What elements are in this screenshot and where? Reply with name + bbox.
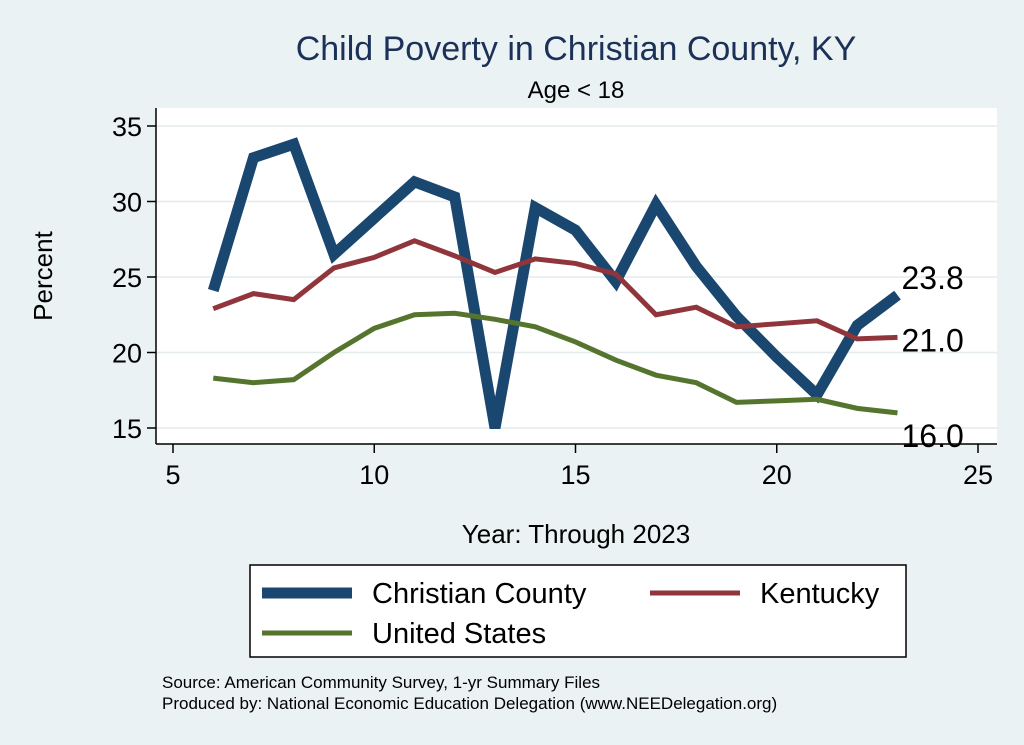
x-tick-label-5: 5 [165,460,180,490]
y-tick-label-30: 30 [112,188,142,218]
x-tick-label-15: 15 [560,460,590,490]
series-line-kentucky [212,238,898,342]
y-tick-label-25: 25 [112,263,142,293]
x-tick-label-20: 20 [762,460,792,490]
x-axis-label: Year: Through 2023 [462,519,690,549]
producer-note: Produced by: National Economic Education… [162,694,777,713]
end-label-united-states: 16.0 [902,418,964,454]
legend: Christian County Kentucky United States [249,564,907,658]
end-label-kentucky: 21.0 [902,322,964,358]
legend-box [249,564,907,658]
axes: 15 20 25 30 35 5 10 15 20 25 [112,108,997,490]
legend-label-united-states: United States [372,618,546,650]
x-tick-label-10: 10 [359,460,389,490]
series-line-christian-county [207,137,901,429]
end-value-labels: 23.8 21.0 16.0 [902,260,964,454]
x-tick-label-25: 25 [963,460,993,490]
series-lines [207,137,901,429]
chart-title: Child Poverty in Christian County, KY [296,30,857,68]
grid-lines [156,125,997,429]
legend-label-kentucky: Kentucky [760,578,880,610]
y-tick-label-20: 20 [112,339,142,369]
plot-area [156,108,997,444]
legend-label-christian-county: Christian County [372,578,587,610]
series-line-united-states [212,310,898,416]
y-tick-label-35: 35 [112,112,142,142]
y-axis-label: Percent [28,230,58,320]
end-label-christian-county: 23.8 [902,260,964,296]
y-tick-label-15: 15 [112,414,142,444]
source-note: Source: American Community Survey, 1-yr … [162,673,600,692]
chart-subtitle: Age < 18 [528,77,625,104]
